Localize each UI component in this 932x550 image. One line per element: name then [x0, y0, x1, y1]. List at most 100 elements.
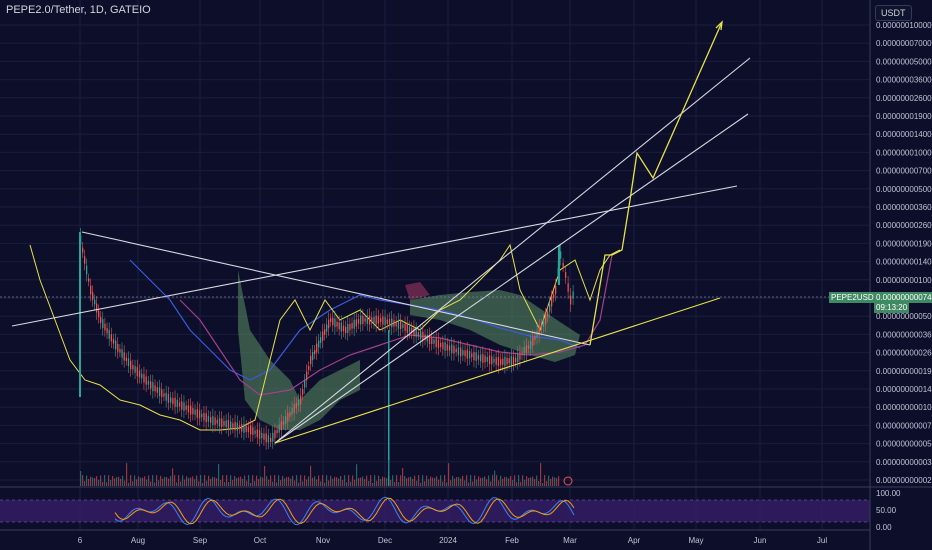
candle	[451, 344, 453, 354]
candle	[127, 358, 130, 367]
volume-bar	[166, 477, 168, 486]
candle	[562, 263, 564, 267]
candle	[500, 359, 502, 365]
candle	[464, 350, 466, 357]
x-tick-label: 2024	[439, 536, 457, 545]
candle	[254, 430, 256, 434]
candle	[322, 331, 324, 341]
candle	[285, 416, 287, 424]
candle	[486, 357, 488, 362]
candle	[230, 421, 232, 429]
candle	[368, 315, 371, 325]
candle	[408, 326, 411, 333]
volume-bar	[112, 475, 114, 486]
candle	[119, 348, 121, 353]
volume-bar	[278, 475, 280, 486]
volume-bar	[470, 475, 472, 486]
volume-bar	[322, 475, 324, 486]
volume-bar	[208, 475, 210, 486]
volume-bar	[186, 476, 188, 486]
volume-bar	[506, 477, 508, 486]
candle	[178, 402, 181, 407]
volume-bar	[274, 475, 276, 486]
projection-arrowhead	[715, 20, 723, 31]
candle	[172, 398, 174, 405]
candle	[402, 324, 404, 328]
support-trendline	[274, 297, 721, 444]
candle	[245, 425, 247, 432]
candle	[510, 356, 513, 366]
y-tick-label: 0.0000000140000	[876, 130, 932, 139]
candle	[130, 360, 132, 370]
candle	[174, 397, 176, 407]
candle	[165, 392, 167, 401]
candle	[453, 345, 455, 354]
volume-bar	[434, 477, 436, 486]
currency-selector[interactable]: USDT	[875, 5, 912, 21]
volume-bar	[270, 475, 272, 486]
y-tick-label: 0.0000000260000	[876, 94, 932, 103]
volume-bar	[558, 476, 560, 486]
volume-bar	[544, 475, 546, 486]
volume-bar	[410, 476, 412, 486]
volume-bar	[202, 482, 204, 486]
volume-bar	[522, 475, 524, 486]
candle	[167, 393, 170, 403]
candle	[484, 355, 486, 363]
candle	[102, 319, 104, 329]
volume-bar	[426, 475, 428, 486]
volume-bar	[404, 476, 406, 486]
volume-bar	[232, 479, 234, 486]
volume-bar	[272, 481, 274, 486]
candle	[388, 318, 391, 326]
volume-bar	[520, 481, 522, 486]
volume-bar	[86, 475, 88, 486]
candle	[375, 315, 377, 325]
volume-bar	[518, 475, 520, 486]
volume-bar	[102, 481, 104, 486]
volume-bar	[524, 479, 526, 486]
candle	[192, 407, 194, 415]
rsi-tick-label: 0.00	[876, 523, 892, 532]
candle	[353, 319, 355, 329]
candle	[212, 416, 214, 426]
volume-bar	[328, 480, 330, 486]
candle	[203, 412, 205, 421]
candle	[542, 320, 545, 327]
candle	[147, 380, 150, 385]
candle	[154, 385, 156, 392]
volume-bar	[432, 477, 434, 486]
volume-bar	[384, 477, 386, 486]
volume-bar	[526, 476, 528, 486]
volume-bar	[224, 482, 226, 486]
volume-bar	[98, 479, 100, 486]
candle	[560, 251, 562, 259]
candle	[422, 331, 424, 341]
volume-bar	[556, 478, 558, 486]
volume-bar	[400, 475, 402, 486]
volume-bar	[476, 479, 478, 486]
volume-bar	[494, 470, 496, 486]
volume-bar	[300, 475, 302, 486]
candle	[437, 339, 440, 349]
volume-bar	[104, 475, 106, 486]
volume-bar	[406, 478, 408, 486]
volume-bar	[82, 475, 84, 486]
volume-bar	[420, 482, 422, 486]
volume-bar	[310, 465, 312, 486]
candle	[565, 272, 567, 278]
y-tick-label: 0.0000000005000	[876, 312, 932, 321]
candle	[152, 382, 154, 392]
volume-bar	[262, 477, 264, 486]
volume-bar	[460, 478, 462, 486]
candle	[504, 356, 506, 366]
volume-bar	[176, 482, 178, 486]
volume-bar	[268, 479, 270, 486]
volume-bar	[134, 475, 136, 486]
candle	[265, 433, 267, 443]
candle	[287, 412, 289, 422]
candle	[196, 408, 198, 418]
volume-bar	[158, 480, 160, 486]
volume-bar	[284, 478, 286, 486]
